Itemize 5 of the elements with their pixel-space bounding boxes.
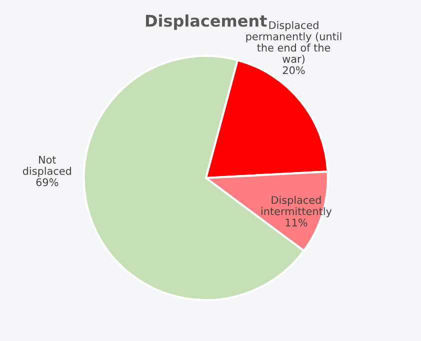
chart-title: Displacement xyxy=(146,14,267,30)
slice-label: Not displaced xyxy=(22,156,71,177)
data-label: 20% xyxy=(282,66,305,74)
data-label: 11% xyxy=(286,218,308,226)
data-label: 69% xyxy=(36,178,58,186)
